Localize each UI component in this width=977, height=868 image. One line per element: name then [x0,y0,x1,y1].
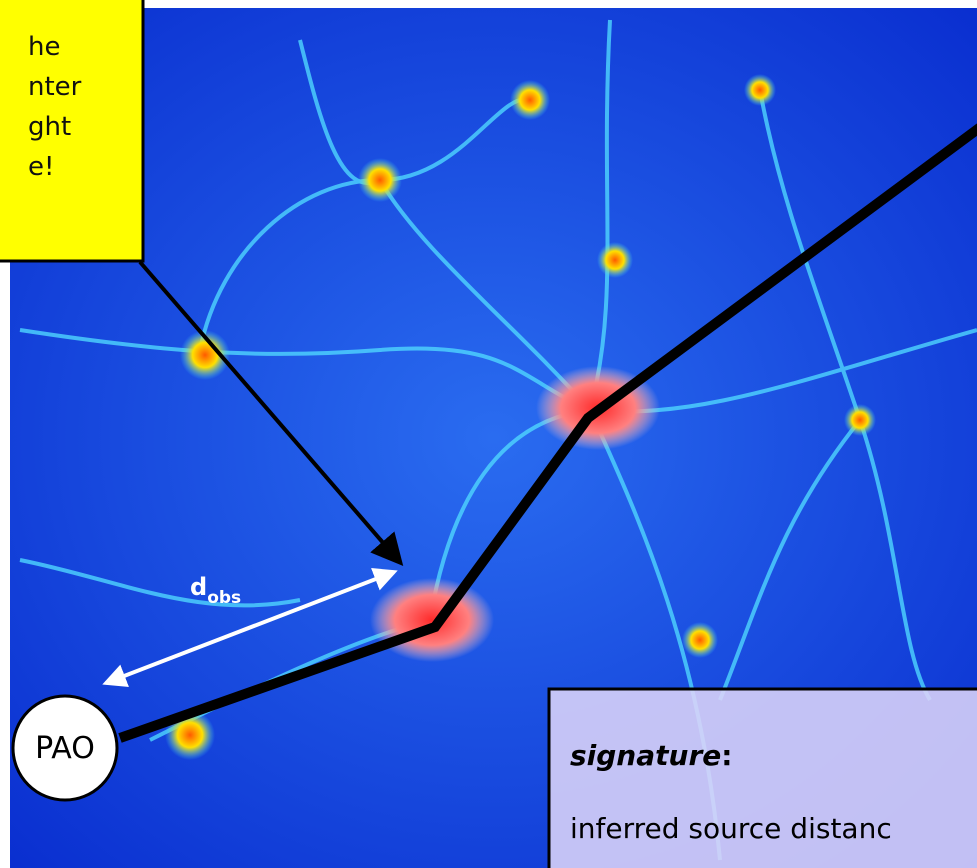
distance-symbol: d [190,573,207,601]
page: dobs he nter ght e! PAO signature: infer… [0,0,977,868]
signature-title: signature [570,739,721,772]
deflector-cluster [370,578,494,662]
distance-subscript: obs [207,588,241,608]
signature-text: inferred source distanc [570,812,892,845]
diagram: dobs he nter ght e! PAO signature: infer… [0,0,977,868]
signature-heading: signature: [570,739,732,772]
observatory-label: PAO [35,731,95,766]
callout-line: nter [28,72,82,102]
callout-line: ght [28,112,71,142]
callout-line: he [28,32,60,62]
callout-box [0,0,143,261]
signature-colon: : [721,739,732,772]
callout-line: e! [28,152,54,182]
